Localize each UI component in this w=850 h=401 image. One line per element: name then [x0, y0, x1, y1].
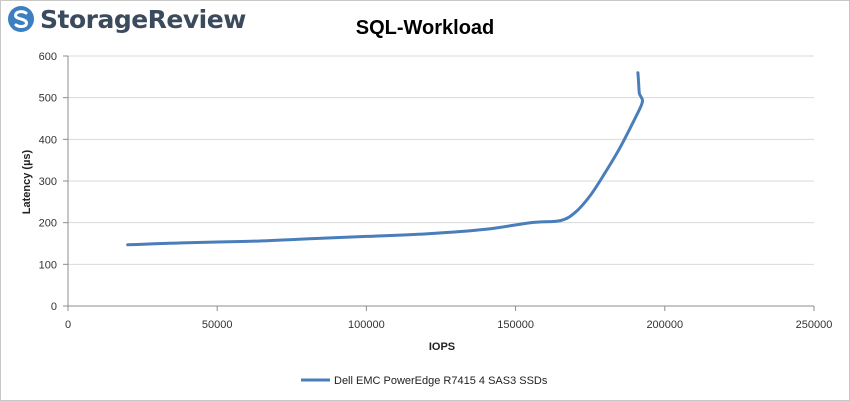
axes — [63, 55, 815, 311]
y-tick-label: 400 — [39, 134, 57, 146]
brand-name: StorageReview — [40, 4, 246, 34]
gridlines — [68, 55, 814, 265]
storagereview-logo: StorageReview — [6, 4, 246, 34]
legend: Dell EMC PowerEdge R7415 4 SAS3 SSDs — [301, 375, 548, 387]
x-tick-label: 200000 — [646, 319, 683, 331]
y-tick-label: 100 — [39, 259, 57, 271]
x-tick-label: 250000 — [796, 319, 833, 331]
series-line — [126, 71, 645, 247]
x-tick-label: 50000 — [202, 319, 233, 331]
x-tick-label: 150000 — [497, 319, 534, 331]
y-tick-label: 0 — [51, 301, 57, 313]
y-tick-label: 300 — [39, 176, 57, 188]
x-tick-label: 0 — [65, 319, 71, 331]
y-tick-label: 500 — [39, 93, 57, 105]
x-tick-labels: 0 50000 100000 150000 200000 250000 — [65, 319, 832, 331]
chart-title: SQL-Workload — [356, 17, 495, 39]
x-axis-label: IOPS — [429, 341, 455, 353]
y-tick-label: 200 — [39, 218, 57, 230]
storagereview-logo-icon — [8, 6, 34, 32]
y-axis-label: Latency (µs) — [21, 149, 33, 214]
y-tick-label: 600 — [39, 51, 57, 63]
x-tick-label: 100000 — [348, 319, 385, 331]
y-tick-labels: 0 100 200 300 400 500 600 — [39, 51, 57, 313]
legend-label: Dell EMC PowerEdge R7415 4 SAS3 SSDs — [334, 375, 548, 387]
